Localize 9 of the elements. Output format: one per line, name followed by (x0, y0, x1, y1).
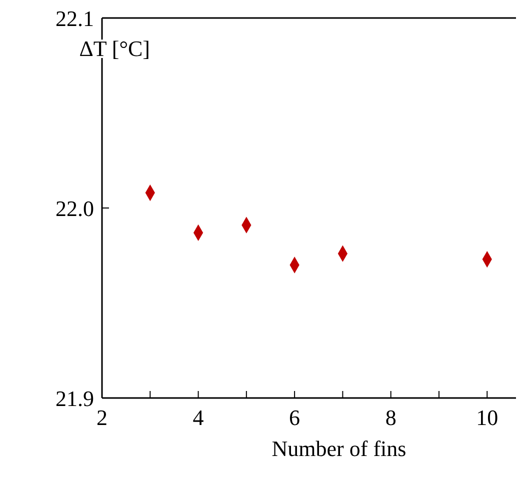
x-tick-label: 8 (385, 405, 396, 430)
y-tick-label: 22.1 (56, 6, 94, 31)
x-tick-label: 6 (289, 405, 300, 430)
x-tick-label: 10 (476, 405, 498, 430)
y-tick-label: 21.9 (56, 386, 94, 411)
x-tick-label: 4 (192, 405, 204, 430)
y-tick-label: 22.0 (56, 196, 94, 221)
x-axis-title: Number of fins (272, 436, 406, 461)
x-tick-label: 2 (96, 405, 108, 430)
